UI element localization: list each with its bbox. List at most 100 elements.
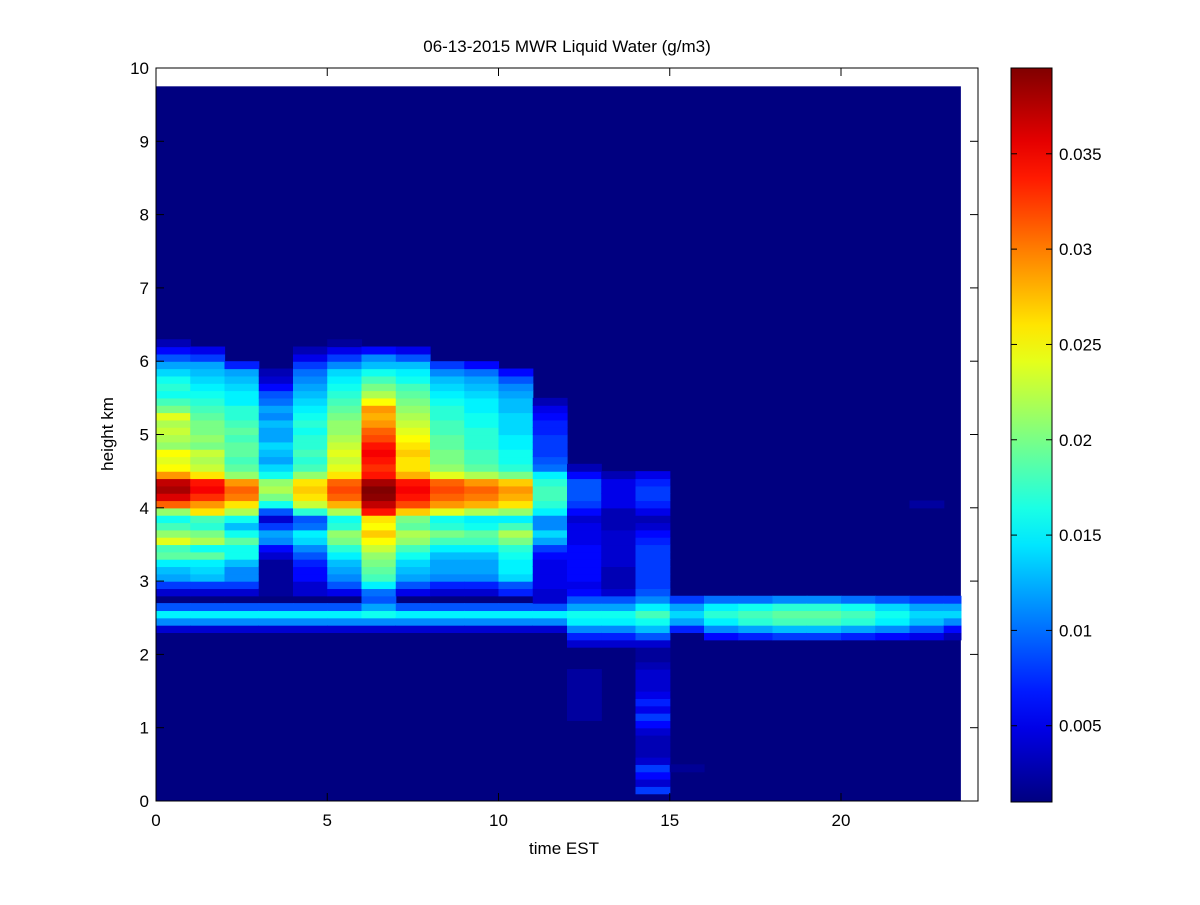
heatmap-cell <box>190 588 226 597</box>
heatmap-cell <box>567 471 602 480</box>
heatmap-cell <box>498 493 534 502</box>
heatmap-cell <box>635 500 671 509</box>
heatmap-cell <box>430 515 465 524</box>
heatmap-cell <box>258 368 294 377</box>
heatmap-cell <box>327 449 363 458</box>
heatmap-cell <box>190 405 226 414</box>
heatmap-cell <box>532 595 568 604</box>
heatmap-cell <box>361 588 397 597</box>
heatmap-cell <box>875 632 911 641</box>
heatmap-cell <box>258 544 294 553</box>
heatmap-cell <box>190 427 226 436</box>
heatmap-cell <box>224 471 260 480</box>
heatmap-cell <box>601 522 637 531</box>
heatmap-cell <box>498 419 534 428</box>
heatmap-cell <box>635 779 671 787</box>
heatmap-cell <box>190 419 226 428</box>
heatmap-cell <box>258 617 294 626</box>
heatmap-cell <box>361 471 397 480</box>
heatmap-cell <box>772 617 808 626</box>
heatmap-cell <box>395 493 431 502</box>
axes: 0 5 10 15 20 0 1 2 3 4 5 6 7 8 9 10 <box>130 59 979 830</box>
heatmap-cell <box>635 727 671 736</box>
heatmap-cell <box>361 427 397 436</box>
heatmap-cell <box>498 581 534 590</box>
heatmap-cell <box>190 493 226 502</box>
heatmap-cell <box>498 390 534 399</box>
heatmap-cell <box>190 544 226 553</box>
heatmap-cell <box>293 441 328 450</box>
heatmap-cell <box>395 368 431 377</box>
heatmap-cell <box>532 515 568 524</box>
heatmap-cell <box>327 456 363 465</box>
heatmap-cell <box>293 368 328 377</box>
heatmap-cell <box>464 507 500 516</box>
heatmap-cell <box>532 603 568 612</box>
heatmap-cell <box>430 522 465 531</box>
heatmap-cell <box>190 617 226 626</box>
heatmap-cell <box>361 559 397 568</box>
heatmap-cell <box>498 522 534 531</box>
heatmap-cell <box>293 412 328 421</box>
heatmap-cell <box>430 405 465 414</box>
heatmap-cell <box>327 537 363 546</box>
heatmap-cell <box>567 676 602 685</box>
heatmap-cell <box>258 397 294 406</box>
heatmap-cell <box>601 529 637 538</box>
heatmap-cell <box>395 625 431 634</box>
heatmap-cell <box>532 581 568 590</box>
heatmap-cell <box>635 742 671 751</box>
heatmap-cell <box>156 485 191 494</box>
heatmap-cell <box>498 515 534 524</box>
heatmap-cell <box>498 485 534 494</box>
heatmap-cell <box>532 610 568 619</box>
heatmap-cell <box>635 661 671 670</box>
heatmap-cell <box>156 368 191 377</box>
heatmap-cell <box>327 405 363 414</box>
heatmap-cell <box>156 441 191 450</box>
heatmap-cell <box>395 588 431 597</box>
heatmap-cell <box>532 485 568 494</box>
heatmap-cell <box>430 551 465 560</box>
heatmap-cell <box>224 456 260 465</box>
heatmap-cell <box>156 529 191 538</box>
heatmap-cell <box>361 419 397 428</box>
heatmap-cell <box>293 522 328 531</box>
heatmap-cell <box>293 537 328 546</box>
heatmap-cell <box>532 588 568 597</box>
heatmap-cell <box>224 361 260 370</box>
x-tick-label: 5 <box>323 811 332 830</box>
heatmap-cell <box>224 485 260 494</box>
heatmap-cell <box>601 603 637 612</box>
heatmap-cell <box>224 610 260 619</box>
heatmap-cell <box>190 522 226 531</box>
heatmap-cell <box>430 449 465 458</box>
heatmap-cell <box>430 529 465 538</box>
heatmap-cell <box>635 603 671 612</box>
heatmap-cell <box>361 353 397 362</box>
heatmap-cell <box>190 566 226 575</box>
heatmap-cell <box>567 595 602 604</box>
heatmap-cell <box>567 478 602 487</box>
colorbar-tick-label: 0.015 <box>1059 526 1102 545</box>
heatmap-cell <box>635 617 671 626</box>
heatmap-cell <box>224 522 260 531</box>
heatmap-cell <box>498 397 534 406</box>
heatmap-cell <box>258 551 294 560</box>
heatmap-cell <box>498 441 534 450</box>
heatmap-cell <box>156 566 191 575</box>
heatmap-cell <box>567 522 602 531</box>
heatmap-cell <box>190 390 226 399</box>
heatmap-cell <box>464 463 500 472</box>
heatmap-cell <box>293 434 328 443</box>
heatmap-cell <box>909 625 945 634</box>
heatmap-cell <box>293 573 328 582</box>
heatmap-cell <box>430 500 465 509</box>
heatmap-cell <box>498 434 534 443</box>
heatmap-cell <box>190 412 226 421</box>
heatmap-cell <box>635 771 671 780</box>
heatmap-cell <box>498 529 534 538</box>
heatmap-cell <box>464 603 500 612</box>
heatmap-cell <box>327 368 363 377</box>
